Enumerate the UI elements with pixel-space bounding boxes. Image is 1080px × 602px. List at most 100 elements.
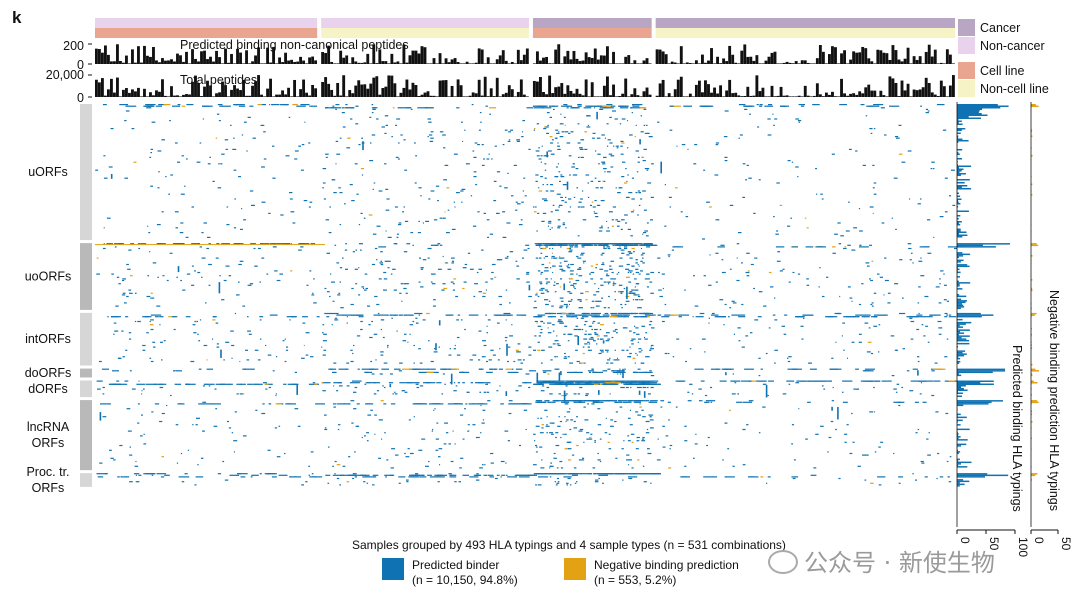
heatmap-cell xyxy=(616,332,618,334)
heatmap-cell xyxy=(203,344,208,347)
heatmap-cell xyxy=(590,180,594,182)
heatmap-cell xyxy=(354,386,358,389)
heatmap-cell xyxy=(409,333,411,335)
hbar xyxy=(957,267,958,269)
heatmap-cell xyxy=(327,474,331,476)
heatmap-cell xyxy=(152,341,156,343)
hbar xyxy=(957,110,980,112)
heatmap-cell xyxy=(585,394,588,397)
heatmap-cell xyxy=(330,312,339,315)
heatmap-cell xyxy=(387,260,391,262)
heatmap-cell xyxy=(360,316,364,318)
heatmap-cell xyxy=(658,289,661,291)
bar xyxy=(891,45,895,64)
heatmap-cell xyxy=(452,430,454,432)
bar xyxy=(140,62,143,64)
heatmap-cell xyxy=(506,343,508,356)
heatmap-cell xyxy=(869,206,874,208)
bar xyxy=(281,62,284,64)
heatmap-cell xyxy=(339,224,342,226)
heatmap-cell xyxy=(301,357,305,359)
heatmap-cell xyxy=(787,357,789,359)
heatmap-cell xyxy=(747,270,750,272)
heatmap-cell xyxy=(358,267,360,269)
heatmap-cell xyxy=(322,324,325,326)
hbar xyxy=(957,117,981,119)
bar xyxy=(218,92,221,97)
heatmap-cell xyxy=(475,479,480,481)
bar xyxy=(596,96,600,97)
heatmap-cell xyxy=(405,456,410,458)
heatmap-cell xyxy=(574,287,576,290)
heatmap-cell xyxy=(305,332,310,334)
bar xyxy=(305,92,309,97)
heatmap-cell xyxy=(594,107,596,109)
heatmap-cell xyxy=(630,433,635,435)
heatmap-cell xyxy=(612,359,614,361)
hbar xyxy=(1031,400,1038,402)
heatmap-cell xyxy=(125,349,128,351)
heatmap-cell xyxy=(135,460,137,463)
heatmap-cell xyxy=(619,257,623,259)
bar xyxy=(927,82,931,97)
heatmap-cell xyxy=(633,251,635,253)
heatmap-cell xyxy=(920,105,922,107)
bar xyxy=(468,95,472,97)
heatmap-cell xyxy=(595,333,597,335)
bar xyxy=(384,86,388,97)
heatmap-cell xyxy=(175,424,179,426)
heatmap-cell xyxy=(114,383,122,385)
bar xyxy=(134,62,137,64)
heatmap-cell xyxy=(687,391,690,393)
heatmap-cell xyxy=(387,344,389,347)
bar xyxy=(113,92,116,97)
heatmap-cell xyxy=(584,243,595,245)
heatmap-cell xyxy=(350,400,355,402)
heatmap-cell xyxy=(423,368,429,370)
heatmap-cell xyxy=(351,314,362,316)
heatmap-cell xyxy=(569,292,573,294)
heatmap-cell xyxy=(337,403,346,405)
heatmap-cell xyxy=(925,325,928,327)
heatmap-cell xyxy=(432,428,434,431)
bar xyxy=(456,62,460,64)
heatmap-cell xyxy=(906,370,910,372)
heatmap-cell xyxy=(321,382,324,384)
heatmap-cell xyxy=(683,105,693,107)
heatmap-cell xyxy=(120,476,130,478)
heatmap-cell xyxy=(256,383,259,385)
heatmap-cell xyxy=(323,333,327,335)
bar xyxy=(167,60,170,64)
bar xyxy=(605,76,609,97)
hbar xyxy=(957,323,966,325)
heatmap-cell xyxy=(698,388,702,390)
heatmap-cell xyxy=(884,134,887,136)
heatmap-cell xyxy=(630,211,634,213)
bar xyxy=(951,75,955,97)
heatmap-cell xyxy=(129,370,132,372)
heatmap-cell xyxy=(488,153,490,155)
heatmap-cell xyxy=(594,312,601,315)
bar xyxy=(746,56,750,64)
heatmap-cell xyxy=(540,292,545,294)
hbar xyxy=(957,153,960,155)
bar xyxy=(701,54,704,64)
heatmap-cell xyxy=(764,105,774,107)
heatmap-cell xyxy=(479,467,483,469)
heatmap-cell xyxy=(181,481,185,483)
heatmap-cell xyxy=(336,314,347,316)
heatmap-cell xyxy=(469,268,472,270)
bar xyxy=(788,96,792,97)
heatmap-cell xyxy=(507,140,511,142)
heatmap-cell xyxy=(538,257,542,259)
heatmap-cell xyxy=(335,140,339,142)
heatmap-cell xyxy=(607,243,613,245)
heatmap-cell xyxy=(660,289,662,291)
bar xyxy=(119,60,122,64)
heatmap-cell xyxy=(141,414,143,416)
heatmap-cell xyxy=(552,473,555,475)
bar xyxy=(215,50,218,64)
heatmap-cell xyxy=(775,246,785,248)
heatmap-cell xyxy=(587,196,590,198)
heatmap-cell xyxy=(728,316,730,318)
